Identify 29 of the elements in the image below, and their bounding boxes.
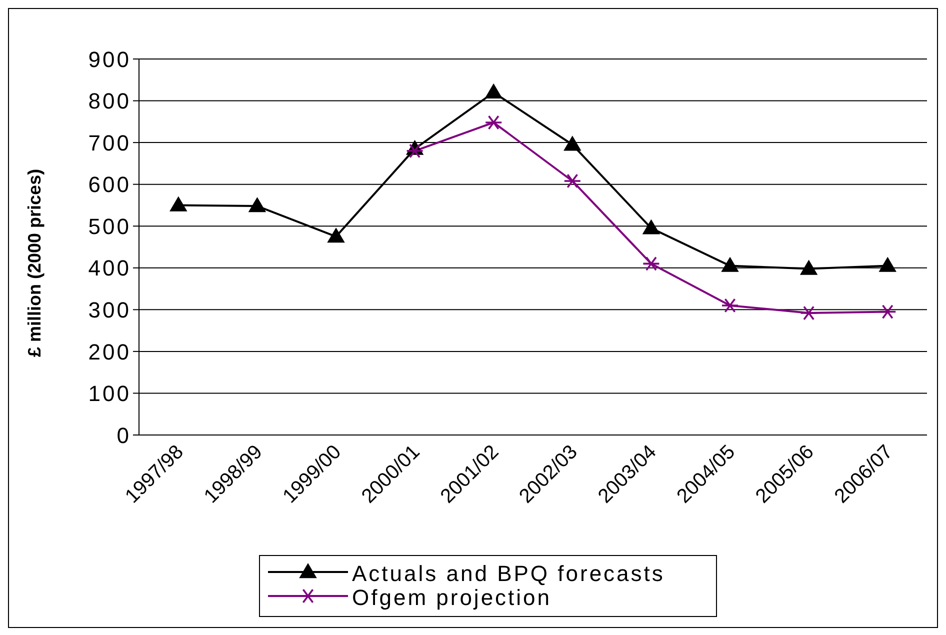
point — [485, 84, 502, 99]
point — [721, 298, 739, 313]
y-tick-label: 200 — [88, 339, 131, 364]
point — [642, 256, 660, 272]
y-axis-title: £ million (2000 prices) — [24, 168, 44, 357]
point — [484, 115, 502, 130]
point — [642, 220, 660, 234]
legend-label: Ofgem projection — [352, 585, 552, 610]
point — [878, 304, 896, 320]
y-tick-label: 0 — [116, 422, 131, 448]
y-tick-label: 100 — [88, 381, 131, 406]
point — [564, 174, 582, 188]
y-tick-label: 700 — [88, 130, 131, 156]
legend-label: Actuals and BPQ forecasts — [352, 561, 665, 586]
point — [879, 257, 896, 272]
y-tick-label: 800 — [88, 88, 131, 114]
point — [722, 257, 738, 272]
y-tick-label: 400 — [88, 256, 131, 281]
point — [170, 196, 187, 212]
point — [248, 198, 266, 212]
point — [564, 136, 581, 151]
y-tick-label: 300 — [88, 297, 131, 322]
y-tick-label: 600 — [88, 172, 131, 198]
y-tick-label: 500 — [88, 214, 131, 239]
point — [328, 228, 344, 243]
point — [406, 144, 424, 158]
y-tick-label: 900 — [88, 46, 131, 72]
point — [800, 260, 818, 275]
point — [800, 306, 818, 320]
